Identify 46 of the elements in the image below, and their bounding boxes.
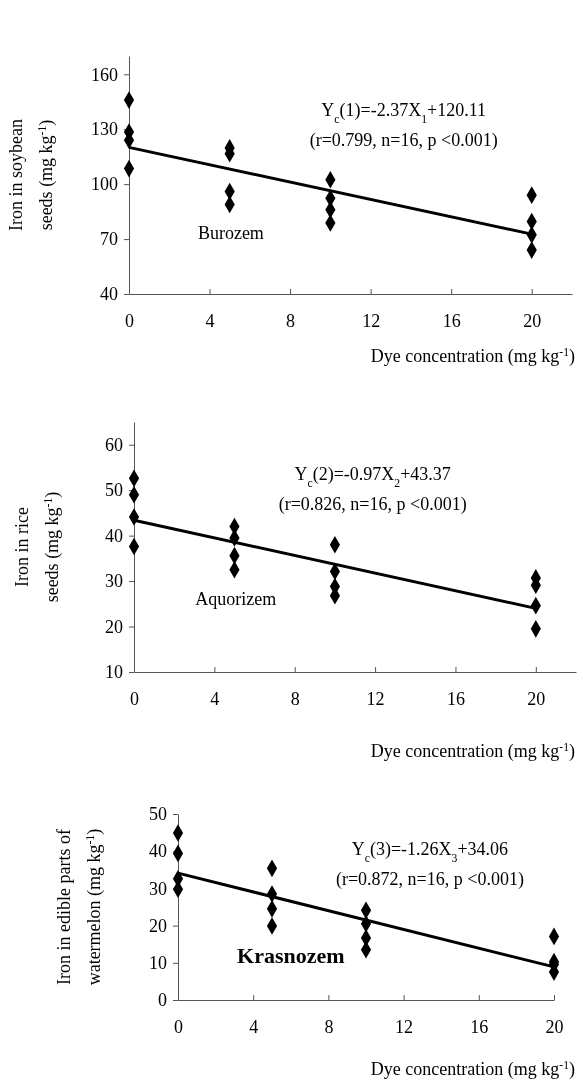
x-tick-label: 12 xyxy=(366,688,385,709)
y-tick-label: 70 xyxy=(100,229,118,250)
y-tick-label: 40 xyxy=(105,525,123,546)
y-tick-label: 100 xyxy=(91,174,118,195)
annotation: Aquorizem xyxy=(195,588,277,609)
x-axis-title: Dye concentration (mg kg$^{-1}$) xyxy=(370,1058,575,1080)
x-tick-label: 8 xyxy=(286,310,296,331)
annotation: Krasnozem xyxy=(237,942,345,968)
annotation: Burozem xyxy=(197,223,264,244)
x-tick-label: 4 xyxy=(210,688,220,709)
y-tick-label: 30 xyxy=(149,878,167,899)
y-tick-label: 0 xyxy=(158,990,167,1011)
x-tick-label: 16 xyxy=(442,310,461,331)
x-tick-label: 16 xyxy=(470,1016,489,1037)
x-tick-label: 0 xyxy=(130,688,139,709)
y-tick-label: 40 xyxy=(100,284,118,305)
y-tick-label: 40 xyxy=(149,841,167,862)
y-tick-label: 10 xyxy=(149,953,167,974)
x-tick-label: 20 xyxy=(545,1016,564,1037)
x-tick-label: 12 xyxy=(362,310,381,331)
x-tick-label: 8 xyxy=(290,688,300,709)
x-tick-label: 20 xyxy=(523,310,542,331)
x-tick-label: 4 xyxy=(249,1016,259,1037)
y-tick-label: 60 xyxy=(105,434,123,455)
x-tick-label: 12 xyxy=(395,1016,414,1037)
annotation: Y$_{c}$(3)=-1.26X$_{3}$+34.06 xyxy=(351,838,509,865)
annotation: (r=0.826, n=16, p <0.001) xyxy=(278,493,467,515)
x-tick-label: 16 xyxy=(446,688,465,709)
annotation: (r=0.799, n=16, p <0.001) xyxy=(309,130,498,152)
y-tick-label: 20 xyxy=(105,616,123,637)
y-tick-label: 130 xyxy=(91,119,118,140)
y-tick-label: 160 xyxy=(91,64,118,85)
x-axis-title: Dye concentration (mg kg$^{-1}$) xyxy=(370,345,575,367)
x-axis-title: Dye concentration (mg kg$^{-1}$) xyxy=(370,740,575,762)
annotation: (r=0.872, n=16, p <0.001) xyxy=(335,868,524,890)
y-tick-label: 10 xyxy=(105,662,123,683)
annotation: Y$_{c}$(2)=-0.97X$_{2}$+43.37 xyxy=(294,463,451,489)
y-tick-label: 50 xyxy=(149,804,167,825)
annotation: Y$_{c}$(1)=-2.37X$_{1}$+120.11 xyxy=(321,99,486,125)
x-tick-label: 0 xyxy=(174,1016,183,1037)
y-tick-label: 50 xyxy=(105,480,123,501)
y-tick-label: 30 xyxy=(105,571,123,592)
x-tick-label: 4 xyxy=(205,310,215,331)
x-tick-label: 8 xyxy=(324,1016,334,1037)
x-tick-label: 20 xyxy=(527,688,546,709)
y-tick-label: 20 xyxy=(149,915,167,936)
